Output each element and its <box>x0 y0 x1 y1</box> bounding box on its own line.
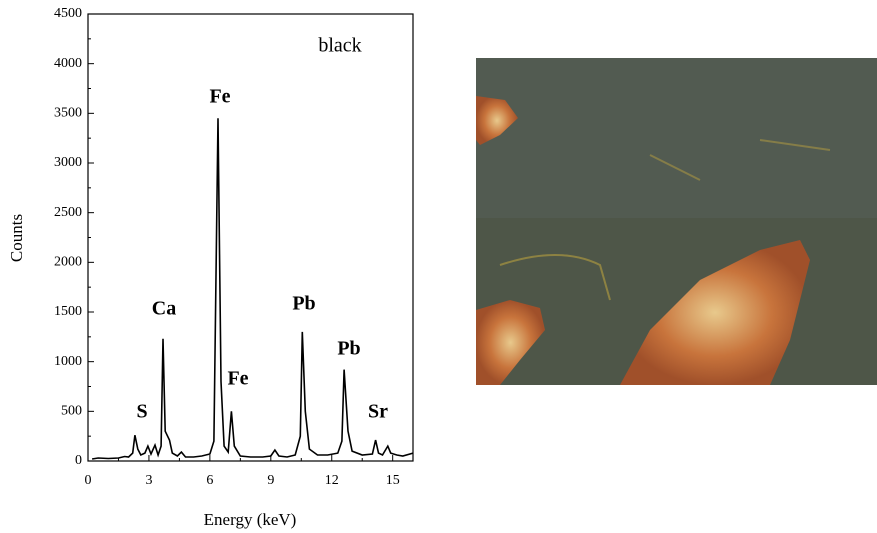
peak-label: Ca <box>152 298 176 320</box>
x-tick-label: 15 <box>386 473 400 488</box>
peak-label: S <box>136 401 147 423</box>
peak-label: Pb <box>337 338 360 360</box>
chart: Energy (keV) Counts black 0 500 1000 1500 20… <box>7 6 414 529</box>
x-tick-label: 3 <box>145 473 152 488</box>
plot-frame <box>87 13 414 462</box>
y-tick-label: 1500 <box>54 304 82 319</box>
y-tick-label: 1000 <box>54 354 82 369</box>
photo <box>476 58 877 385</box>
y-axis-label: Counts <box>7 214 26 262</box>
x-tick-label: 6 <box>206 473 213 488</box>
spectrum-line <box>91 118 414 460</box>
peak-label: Sr <box>368 401 388 423</box>
y-tick-label: 3000 <box>54 155 82 170</box>
y-tick-label: 0 <box>75 453 82 468</box>
peak-label: Fe <box>209 86 230 108</box>
x-tick-label: 0 <box>85 473 92 488</box>
y-tick-label: 4000 <box>54 56 82 71</box>
x-axis-label: Energy (keV) <box>204 510 297 529</box>
x-tick-label: 9 <box>267 473 274 488</box>
sample-label: black <box>318 35 361 57</box>
y-tick-label: 2500 <box>54 205 82 220</box>
peak-label: Fe <box>227 368 248 390</box>
x-tick-label: 12 <box>325 473 339 488</box>
y-tick-label: 500 <box>61 404 82 419</box>
peak-label: Pb <box>292 293 315 315</box>
y-tick-label: 4500 <box>54 6 82 21</box>
y-tick-label: 2000 <box>54 255 82 270</box>
y-tick-label: 3500 <box>54 106 82 121</box>
